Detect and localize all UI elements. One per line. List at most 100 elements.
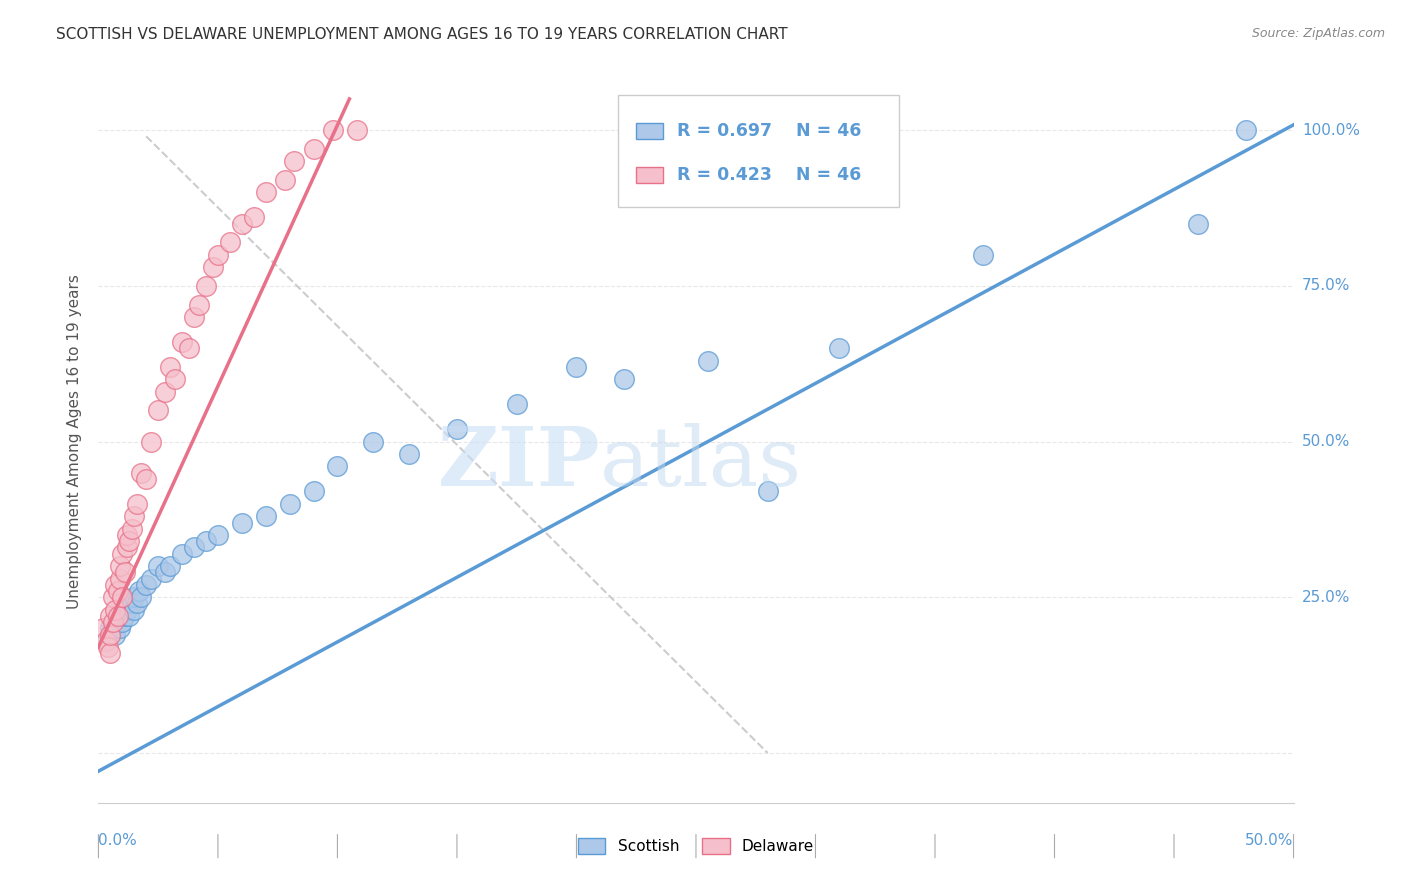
Point [207, 528, 229, 542]
Point [322, 123, 344, 137]
Point [98, 609, 122, 624]
Point [114, 566, 136, 580]
Text: SCOTTISH VS DELAWARE UNEMPLOYMENT AMONG AGES 16 TO 19 YEARS CORRELATION CHART: SCOTTISH VS DELAWARE UNEMPLOYMENT AMONG … [56, 27, 787, 42]
Point [101, 621, 124, 635]
Point [111, 609, 134, 624]
Legend: Scottish, Delaware: Scottish, Delaware [572, 832, 820, 860]
Bar [637, 168, 662, 184]
Point [363, 434, 385, 449]
Point [124, 591, 146, 605]
Point [115, 541, 138, 555]
Point [98, 627, 122, 641]
Point [302, 142, 325, 156]
Text: R = 0.697    N = 46: R = 0.697 N = 46 [676, 121, 862, 139]
Point [114, 609, 136, 624]
Point [202, 260, 225, 274]
Point [118, 609, 141, 624]
Point [207, 248, 229, 262]
Text: 25.0%: 25.0% [1302, 590, 1350, 605]
Point [124, 603, 146, 617]
Point [179, 341, 201, 355]
Text: 50.0%: 50.0% [1246, 833, 1294, 848]
Point [97, 640, 120, 654]
Point [121, 522, 143, 536]
Point [121, 597, 143, 611]
Point [183, 541, 205, 555]
Point [326, 459, 349, 474]
Point [115, 597, 138, 611]
Point [278, 497, 301, 511]
Point [254, 509, 277, 524]
Point [155, 566, 177, 580]
Point [231, 217, 253, 231]
Point [195, 534, 218, 549]
Point [254, 186, 277, 200]
Point [135, 578, 157, 592]
Point [231, 516, 253, 530]
Point [159, 559, 181, 574]
Text: 75.0%: 75.0% [1302, 278, 1350, 293]
Point [107, 615, 129, 630]
Point [115, 528, 138, 542]
Point [128, 584, 150, 599]
Point [115, 603, 138, 617]
Point [131, 591, 153, 605]
Bar [637, 122, 662, 138]
Point [107, 609, 129, 624]
Point [139, 572, 162, 586]
Point [111, 547, 134, 561]
Point [111, 591, 134, 605]
Point [172, 334, 194, 349]
Point [131, 466, 153, 480]
Point [195, 278, 218, 293]
Point [613, 372, 636, 386]
Point [104, 627, 127, 641]
Text: Source: ZipAtlas.com: Source: ZipAtlas.com [1251, 27, 1385, 40]
Text: 100.0%: 100.0% [1302, 122, 1360, 137]
Point [108, 559, 131, 574]
Point [94, 633, 117, 648]
Point [135, 472, 157, 486]
Text: ZIP: ZIP [437, 423, 600, 503]
Point [104, 578, 127, 592]
Point [283, 154, 305, 169]
Point [139, 434, 162, 449]
Text: 0.0%: 0.0% [98, 833, 138, 848]
Point [187, 297, 209, 311]
Point [98, 621, 122, 635]
Point [101, 615, 124, 630]
Point [1234, 123, 1257, 137]
Point [108, 621, 131, 635]
Point [302, 484, 325, 499]
Point [101, 591, 124, 605]
Point [1187, 217, 1209, 231]
Point [107, 584, 129, 599]
Text: 50.0%: 50.0% [1302, 434, 1350, 449]
Point [98, 627, 122, 641]
Point [94, 633, 117, 648]
FancyBboxPatch shape [619, 95, 900, 207]
Point [756, 484, 779, 499]
Point [148, 403, 170, 417]
Point [565, 359, 588, 374]
Point [274, 173, 297, 187]
Point [697, 353, 720, 368]
Point [972, 248, 994, 262]
Point [111, 615, 134, 630]
Point [155, 384, 177, 399]
Point [125, 597, 148, 611]
Point [118, 534, 141, 549]
Text: atlas: atlas [600, 423, 803, 503]
Point [183, 310, 205, 324]
Point [98, 646, 122, 660]
Point [243, 211, 266, 225]
Text: R = 0.423    N = 46: R = 0.423 N = 46 [676, 167, 860, 185]
Point [159, 359, 181, 374]
Point [107, 609, 129, 624]
Point [124, 509, 146, 524]
Point [104, 603, 127, 617]
Point [148, 559, 170, 574]
Point [446, 422, 468, 436]
Point [828, 341, 851, 355]
Point [219, 235, 242, 250]
